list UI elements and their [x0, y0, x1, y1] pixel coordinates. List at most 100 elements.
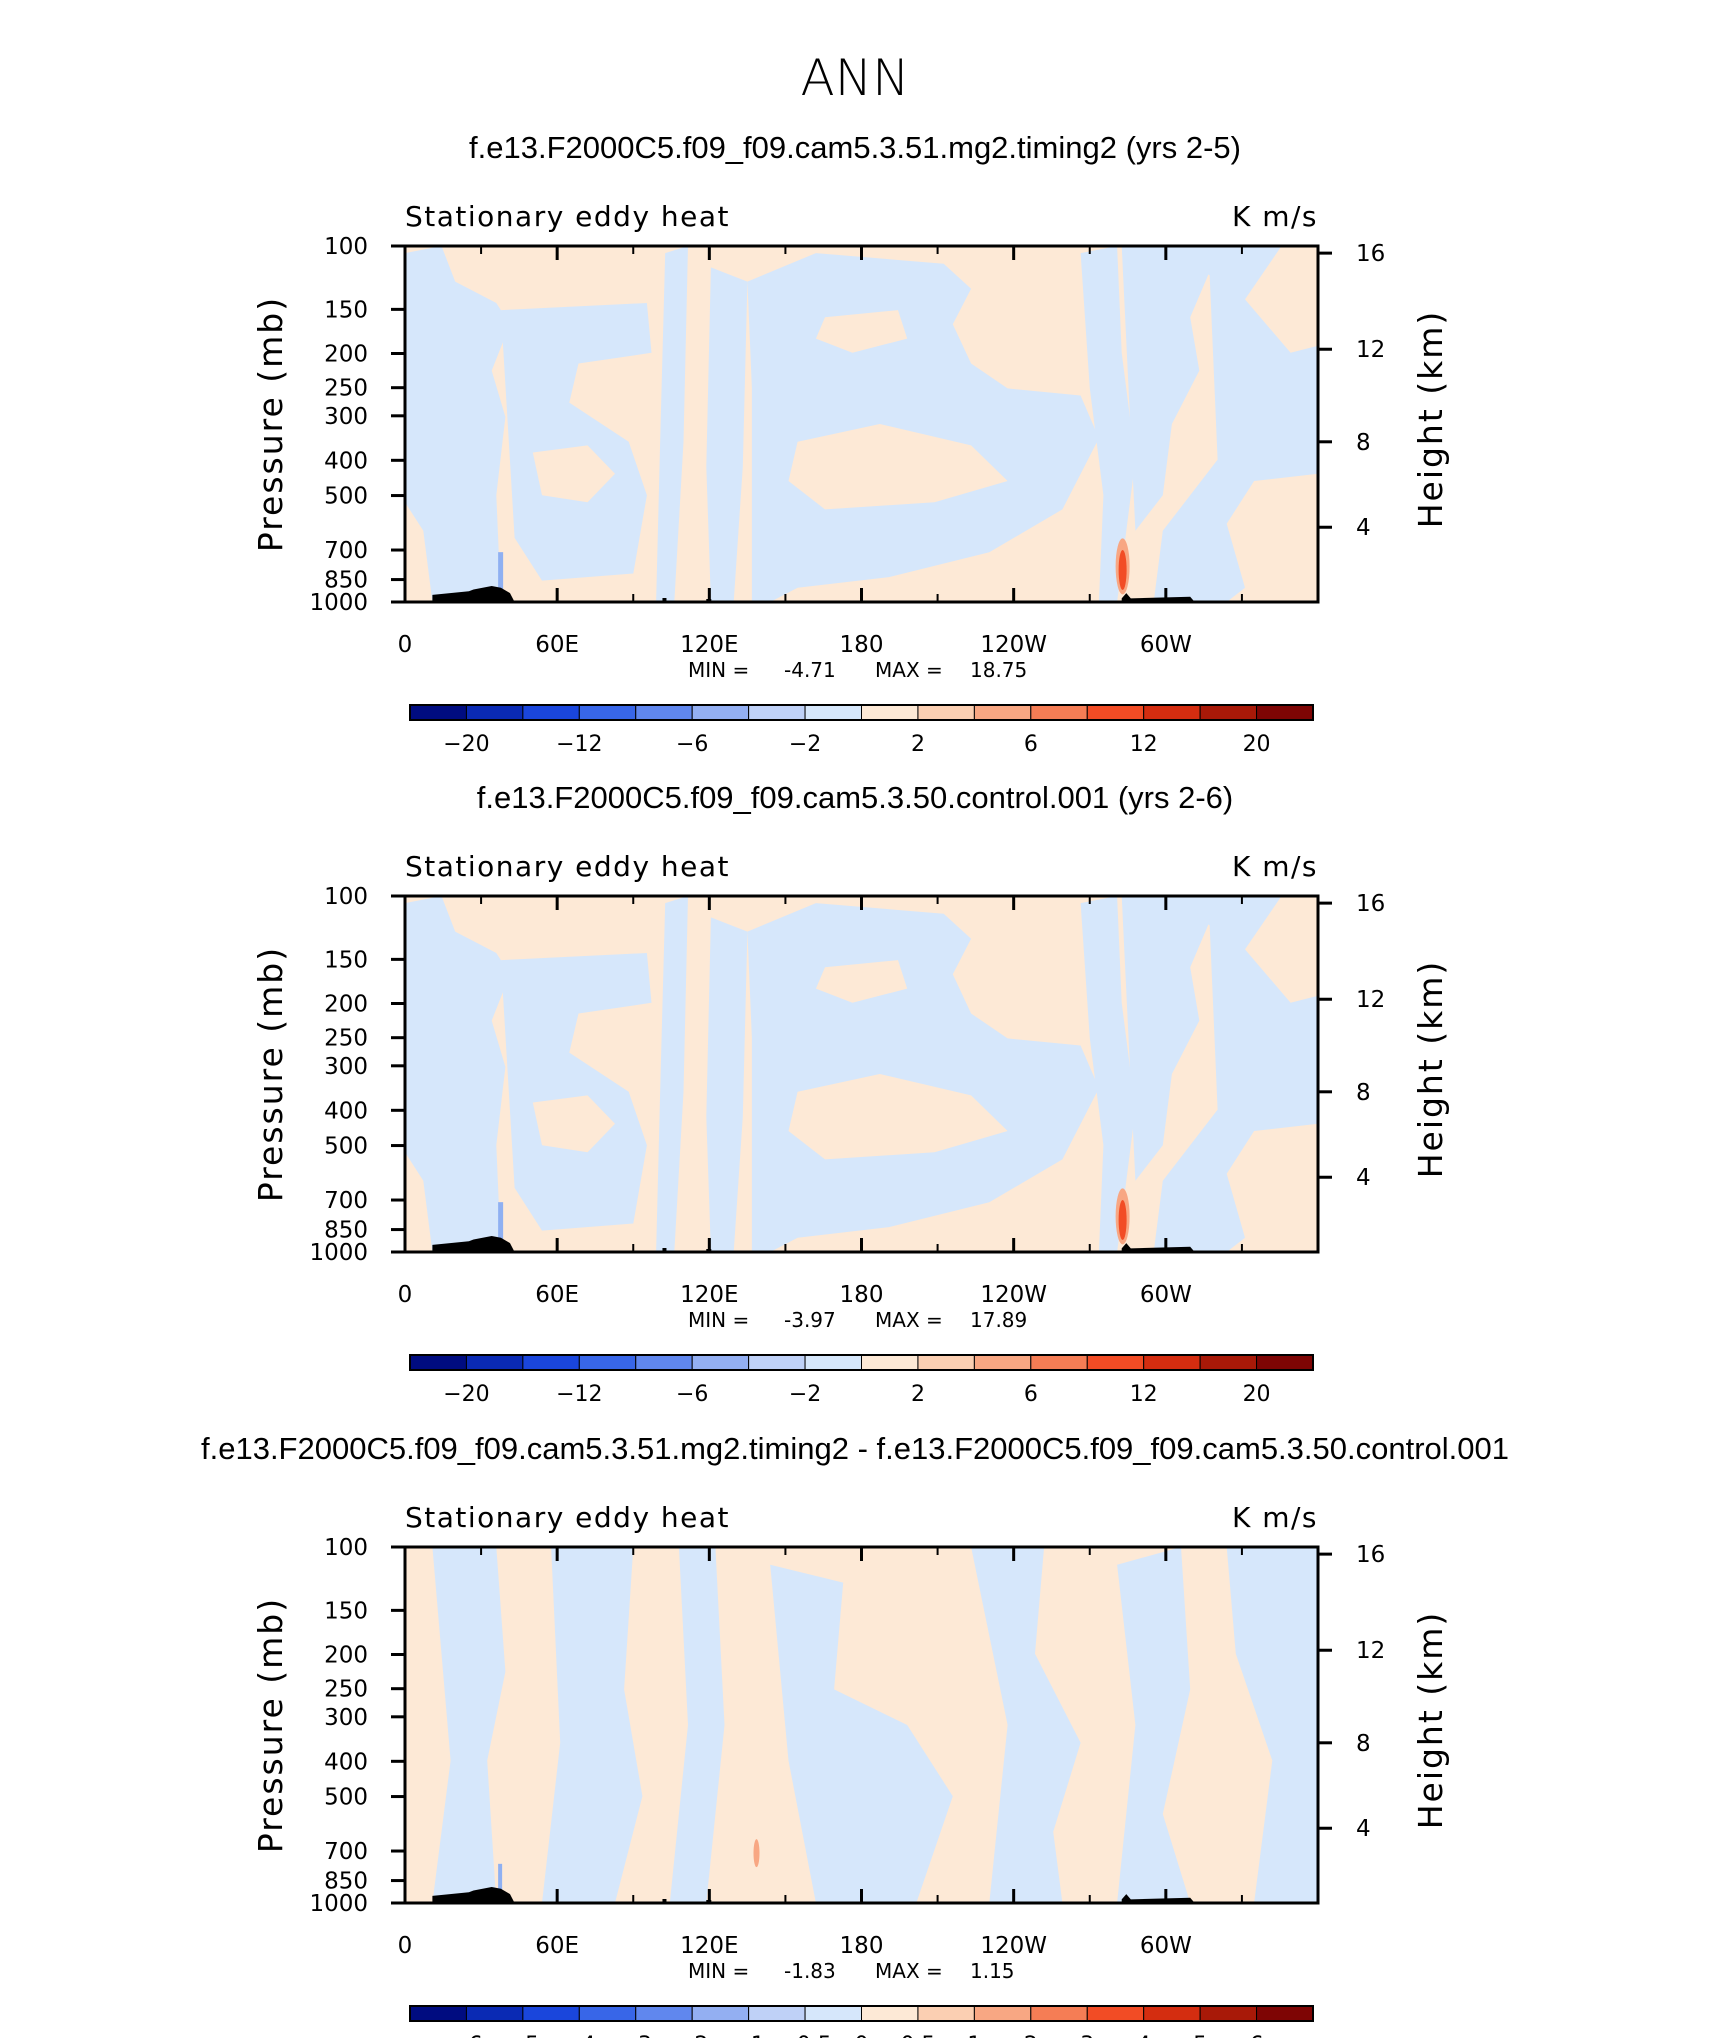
- y-axis-title-right: Height (km): [1411, 310, 1450, 529]
- colorbar-tick-label: 1: [967, 2033, 981, 2038]
- y-tick-label: 700: [324, 1188, 368, 1214]
- topography: [432, 586, 515, 602]
- max-value: 1.15: [970, 1959, 1015, 1983]
- colorbar-swatch: [691, 2005, 750, 2022]
- colorbar-swatch: [1256, 2005, 1314, 2022]
- negative-region: [1121, 246, 1255, 531]
- negative-region: [656, 896, 688, 1252]
- negative-region: [706, 917, 748, 1252]
- colorbar-tick-label: 12: [1130, 732, 1158, 757]
- y-tick-label: 100: [324, 234, 368, 260]
- y-tick-label: 850: [324, 568, 368, 594]
- contour-field: [405, 1547, 1318, 1903]
- y-tick-label: 400: [324, 1098, 368, 1124]
- panel-title: f.e13.F2000C5.f09_f09.cam5.3.50.control.…: [477, 780, 1234, 815]
- colorbar-swatch: [1256, 1354, 1314, 1371]
- colorbar-swatch: [1256, 704, 1314, 721]
- colorbar: −20 −12 −6 −2 2 6 12 20: [409, 704, 1314, 757]
- y-tick-label: 400: [324, 448, 368, 474]
- y-tick-label: 150: [324, 947, 368, 973]
- colorbar-tick-label: −12: [556, 1382, 602, 1407]
- y-tick-label: 1000: [309, 1891, 368, 1917]
- colorbar-frame: [409, 1354, 1314, 1371]
- min-label: MIN =: [688, 658, 749, 682]
- colorbar-swatch: [1199, 704, 1258, 721]
- panel-1: f.e13.F2000C5.f09_f09.cam5.3.51.mg2.timi…: [251, 130, 1450, 757]
- min-value: -1.83: [784, 1959, 836, 1983]
- colorbar-swatch: [522, 704, 580, 721]
- y-right-tick-label: 4: [1356, 1816, 1371, 1842]
- colorbar-swatch: [861, 704, 919, 721]
- contour-field: [405, 896, 1318, 1252]
- contour-field: [405, 246, 1318, 602]
- negative-region: [656, 246, 688, 602]
- colorbar-swatch: [804, 2005, 862, 2022]
- negative-peak: [498, 1202, 504, 1245]
- x-tick-label: 120W: [980, 632, 1047, 658]
- negative-peak: [498, 552, 504, 595]
- colorbar-tick-label: −20: [443, 732, 489, 757]
- units-label: K m/s: [1232, 850, 1318, 883]
- y-tick-label: 200: [324, 1643, 368, 1669]
- y-tick-label: 850: [324, 1218, 368, 1244]
- colorbar-swatch: [748, 704, 806, 721]
- colorbar-swatch: [1143, 704, 1201, 721]
- x-tick-label: 120W: [980, 1933, 1047, 1959]
- figure-title: ANN: [800, 49, 909, 107]
- y-tick-label: 250: [324, 1026, 368, 1052]
- y-tick-label: 200: [324, 342, 368, 368]
- colorbar-tick-label: −0.5: [778, 2033, 831, 2038]
- topography: [662, 598, 667, 602]
- y-right-tick-label: 12: [1356, 337, 1385, 363]
- negative-region: [542, 1547, 643, 1903]
- topography: [1121, 1243, 1195, 1252]
- y-tick-label: 250: [324, 376, 368, 402]
- x-tick-label: 60W: [1140, 1933, 1192, 1959]
- colorbar-swatch: [1143, 1354, 1201, 1371]
- colorbar-swatch: [748, 1354, 806, 1371]
- panel-2: f.e13.F2000C5.f09_f09.cam5.3.50.control.…: [251, 780, 1450, 1407]
- colorbar-tick-label: 0: [855, 2033, 869, 2038]
- colorbar-swatch: [409, 704, 467, 721]
- colorbar-swatch: [635, 2005, 693, 2022]
- topography: [662, 1248, 667, 1252]
- panel-3: f.e13.F2000C5.f09_f09.cam5.3.51.mg2.timi…: [201, 1431, 1509, 2038]
- min-value: -3.97: [784, 1308, 836, 1332]
- colorbar-swatch: [804, 704, 862, 721]
- colorbar-swatch: [917, 2005, 975, 2022]
- y-right-tick-label: 16: [1356, 1542, 1385, 1568]
- negative-region: [1080, 246, 1136, 602]
- y-right-tick-label: 12: [1356, 1638, 1385, 1664]
- x-tick-label: 60E: [535, 1282, 579, 1308]
- negative-region: [432, 1547, 506, 1903]
- negative-region: [669, 1547, 725, 1903]
- colorbar-swatch: [409, 1354, 467, 1371]
- negative-region: [500, 303, 652, 581]
- colorbar-tick-label: −2: [676, 2033, 708, 2038]
- field-label: Stationary eddy heat: [405, 850, 730, 883]
- x-tick-label: 120E: [680, 1282, 738, 1308]
- colorbar-swatch: [1030, 2005, 1088, 2022]
- y-tick-label: 300: [324, 404, 368, 430]
- panel-title: f.e13.F2000C5.f09_f09.cam5.3.51.mg2.timi…: [201, 1431, 1509, 1466]
- y-right-tick-label: 16: [1356, 891, 1385, 917]
- colorbar-swatch: [861, 2005, 919, 2022]
- colorbar-swatch: [635, 1354, 693, 1371]
- y-tick-label: 400: [324, 1749, 368, 1775]
- negative-region: [1117, 1547, 1191, 1903]
- positive-region: [532, 445, 615, 503]
- y-tick-label: 1000: [309, 590, 368, 616]
- colorbar-tick-label: −2: [789, 732, 821, 757]
- topography: [432, 1236, 515, 1252]
- colorbar-tick-label: 20: [1243, 1382, 1271, 1407]
- units-label: K m/s: [1232, 1501, 1318, 1534]
- negative-region: [405, 246, 510, 602]
- colorbar-swatch: [465, 2005, 524, 2022]
- colorbar-tick-label: 2: [1024, 2033, 1038, 2038]
- y-tick-label: 150: [324, 297, 368, 323]
- negative-peak: [498, 1863, 503, 1893]
- y-tick-label: 100: [324, 884, 368, 910]
- colorbar-tick-label: 6: [1024, 732, 1038, 757]
- max-label: MAX =: [875, 658, 943, 682]
